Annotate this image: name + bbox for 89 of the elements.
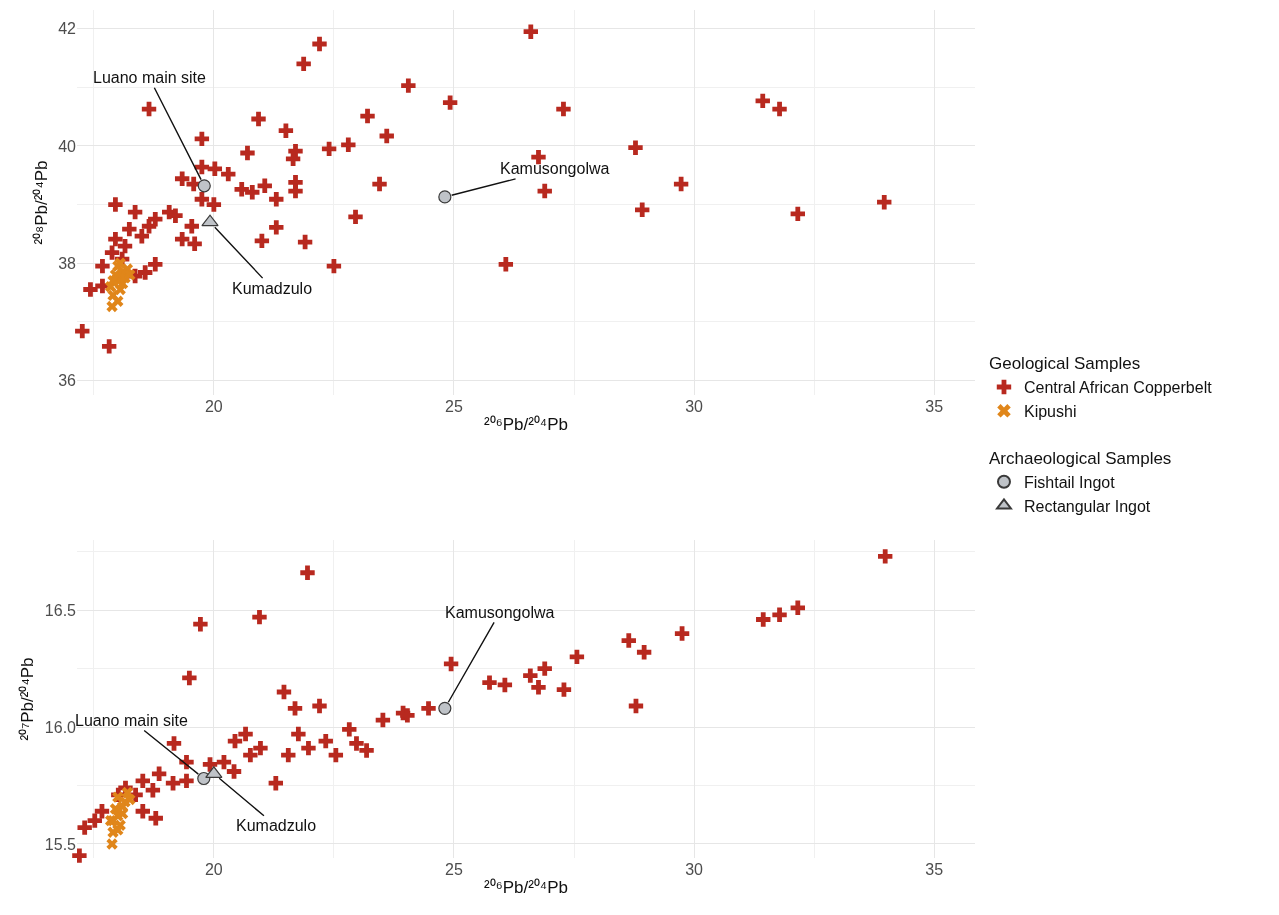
point	[772, 607, 787, 623]
point	[301, 740, 316, 756]
point	[238, 726, 253, 742]
point	[342, 722, 357, 737]
x-tick-label: 25	[445, 861, 463, 878]
point	[148, 811, 163, 826]
point	[421, 701, 436, 716]
x-tick-label: 20	[204, 861, 223, 878]
point	[166, 736, 182, 751]
point	[291, 726, 306, 742]
point	[243, 747, 258, 763]
annotation: Kumadzulo	[232, 280, 313, 297]
point	[287, 701, 303, 716]
point	[531, 680, 546, 695]
point	[438, 701, 452, 715]
point	[135, 804, 150, 819]
point	[300, 565, 315, 580]
point	[674, 626, 690, 641]
text: Archaeological Samples	[988, 448, 1172, 468]
y-tick-label: 36	[58, 371, 77, 389]
y-tick-label: 16.5	[44, 601, 77, 619]
point	[252, 609, 267, 625]
legend-label: Kipushi	[1023, 403, 1077, 421]
point	[359, 743, 374, 758]
point	[400, 708, 415, 723]
point	[636, 645, 652, 660]
point	[77, 820, 92, 835]
point	[482, 675, 497, 690]
x-tick-label: 30	[685, 397, 704, 415]
annotation: Luano main site	[93, 69, 207, 86]
point	[556, 682, 572, 697]
point	[197, 179, 211, 193]
point	[281, 747, 296, 763]
point	[349, 736, 364, 751]
point	[438, 190, 452, 204]
point	[112, 824, 124, 836]
legend-label: Fishtail Ingot	[1023, 473, 1116, 491]
point	[878, 549, 893, 564]
point	[202, 757, 218, 772]
point	[107, 275, 119, 287]
point	[497, 677, 513, 693]
x-axis-title: ²⁰⁶Pb/²⁰⁴Pb	[484, 878, 568, 898]
point	[537, 661, 552, 676]
point	[201, 214, 219, 227]
point	[135, 773, 150, 789]
annotation: Luano main site	[75, 712, 189, 729]
x-axis-title: ²⁰⁶Pb/²⁰⁴Pb	[484, 415, 568, 435]
point	[179, 773, 194, 789]
point	[523, 668, 538, 683]
legend-label: Central African Copperbelt	[1023, 379, 1213, 397]
point	[268, 775, 284, 791]
y-tick-label: 16.0	[44, 718, 77, 736]
point	[106, 300, 118, 313]
point	[621, 633, 636, 648]
point	[106, 838, 118, 850]
y-tick-label: 40	[58, 137, 77, 155]
y-tick-label: 42	[58, 20, 77, 38]
legend-label: Rectangular Ingot	[1023, 497, 1151, 515]
x-tick-label: 25	[445, 397, 463, 415]
x-tick-label: 35	[925, 397, 944, 415]
point	[226, 764, 242, 779]
point	[165, 775, 181, 791]
point	[375, 712, 391, 728]
annotation: Kamusongolwa	[445, 604, 555, 621]
x-tick-label: 30	[685, 861, 704, 878]
point	[318, 733, 333, 749]
y-axis-title: ²⁰⁷Pb/²⁰⁴Pb	[18, 657, 38, 741]
point	[328, 747, 344, 763]
point	[253, 740, 268, 756]
point	[145, 782, 161, 798]
point	[124, 793, 136, 806]
point	[312, 698, 327, 714]
text: Geological Samples	[988, 354, 1141, 374]
annotation: Kamusongolwa	[500, 160, 610, 177]
y-axis-title: ²⁰⁸Pb/²⁰⁴Pb	[31, 160, 51, 245]
annotation: Kumadzulo	[236, 817, 317, 834]
x-tick-label: 20	[204, 397, 223, 415]
point	[193, 616, 208, 632]
point	[151, 766, 167, 782]
y-tick-label: 15.5	[44, 835, 77, 853]
point	[182, 670, 197, 686]
y-tick-label: 38	[58, 254, 77, 272]
point	[790, 600, 805, 616]
point	[216, 754, 232, 770]
point	[94, 804, 110, 819]
x-tick-label: 35	[925, 861, 944, 878]
point	[87, 813, 102, 828]
point	[72, 848, 87, 863]
point	[756, 612, 771, 627]
